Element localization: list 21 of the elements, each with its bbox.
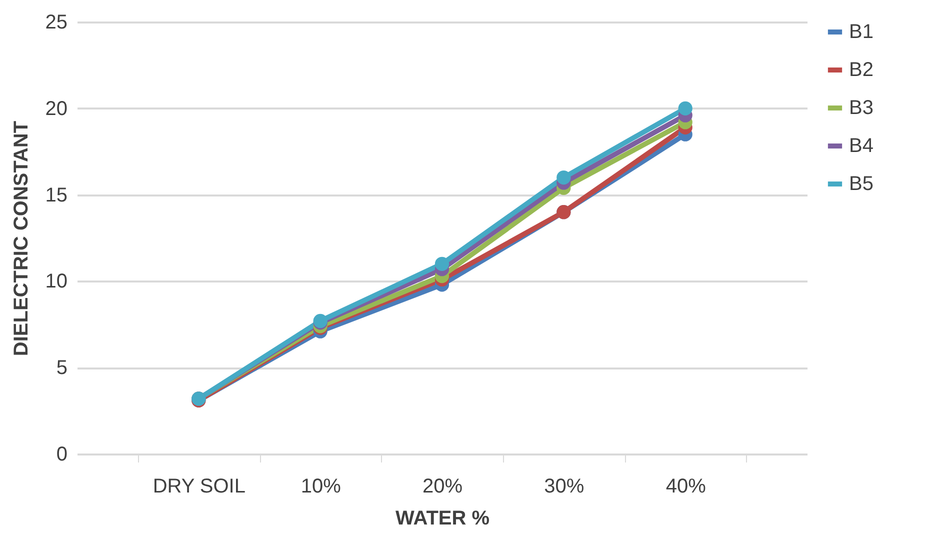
x-tick-label: 40% [666,476,706,498]
x-tick-label: DRY SOIL [152,476,246,498]
point [678,101,692,116]
y-tick-label: 15 [45,184,68,206]
y-tick-label: 10 [45,270,68,293]
point [556,170,571,185]
legend-label: B4 [849,135,874,157]
x-tick-label: 20% [422,476,463,498]
legend-label: B3 [849,97,874,119]
x-tick-label: 30% [544,476,584,498]
y-tick-label: 0 [56,444,68,466]
y-tick-label: 20 [45,98,68,120]
point [434,256,450,271]
legend-label: B5 [849,173,874,195]
y-tick-label: 5 [56,357,68,380]
y-tick-label: 25 [45,12,68,34]
legend-label: B2 [849,59,874,81]
x-tick-label: 10% [300,476,342,498]
y-axis-title: DIELECTRIC CONSTANT [10,120,32,356]
x-axis-title: WATER % [395,508,490,530]
legend-label: B1 [849,21,874,43]
